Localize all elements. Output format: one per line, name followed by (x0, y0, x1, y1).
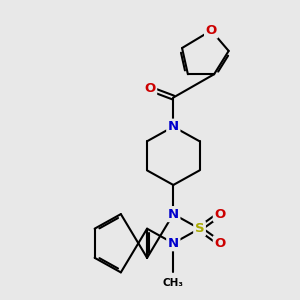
Text: N: N (168, 237, 179, 250)
Text: O: O (144, 82, 156, 95)
Text: N: N (168, 208, 179, 220)
Text: O: O (214, 208, 226, 220)
Text: N: N (168, 120, 179, 133)
Text: O: O (206, 24, 217, 37)
Text: CH₃: CH₃ (163, 278, 184, 288)
Text: O: O (214, 237, 226, 250)
Text: S: S (195, 222, 204, 235)
